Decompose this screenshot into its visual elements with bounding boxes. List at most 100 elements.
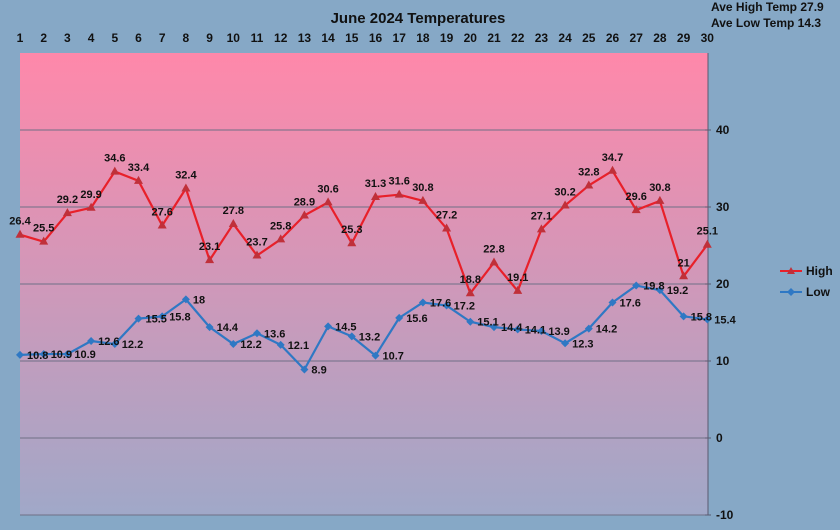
legend-low-marker: [787, 288, 795, 296]
data-label-high: 25.1: [697, 226, 718, 238]
x-tick-label: 25: [582, 31, 596, 45]
point-low: [537, 326, 546, 335]
point-high: [205, 255, 215, 264]
point-high: [394, 189, 404, 198]
data-label-low: 19.2: [667, 285, 688, 297]
legend: High Low: [780, 264, 833, 299]
data-label-low: 10.8: [27, 350, 48, 362]
point-low: [134, 314, 143, 323]
data-label-low: 14.4: [501, 322, 523, 334]
point-low: [608, 298, 617, 307]
y-tick-label: 20: [716, 277, 730, 291]
x-tick-label: 2: [40, 31, 47, 45]
data-label-low: 18: [193, 294, 205, 306]
point-low: [466, 317, 475, 326]
data-label-low: 12.6: [98, 336, 119, 348]
x-tick-label: 22: [511, 31, 525, 45]
data-label-high: 30.6: [317, 183, 338, 195]
x-tick-label: 14: [321, 31, 335, 45]
data-label-high: 22.8: [483, 243, 504, 255]
data-label-low: 19.8: [643, 281, 664, 293]
data-label-low: 12.3: [572, 338, 593, 350]
point-low: [703, 315, 712, 324]
data-label-high: 21: [677, 257, 689, 269]
point-high: [631, 205, 641, 214]
data-label-low: 15.8: [691, 311, 712, 323]
data-label-high: 18.8: [460, 274, 481, 286]
data-label-high: 27.6: [151, 206, 172, 218]
x-tick-label: 6: [135, 31, 142, 45]
data-label-high: 28.9: [294, 196, 315, 208]
data-label-low: 10.9: [74, 349, 95, 361]
x-tick-label: 23: [535, 31, 549, 45]
x-tick-label: 1: [17, 31, 24, 45]
point-high: [134, 175, 143, 184]
point-low: [679, 312, 688, 321]
data-label-low: 15.5: [146, 314, 167, 326]
data-label-high: 27.8: [223, 205, 244, 217]
point-low: [347, 332, 356, 341]
x-tick-label: 26: [606, 31, 620, 45]
data-label-low: 12.2: [122, 339, 143, 351]
x-tick-label: 21: [487, 31, 501, 45]
legend-item-high: High: [780, 264, 833, 278]
x-tick-label: 30: [701, 31, 715, 45]
data-label-low: 17.6: [430, 297, 451, 309]
point-high: [276, 234, 286, 243]
x-tick-label: 20: [464, 31, 478, 45]
data-label-high: 19.1: [507, 272, 528, 284]
data-label-low: 14.2: [596, 324, 617, 336]
point-high: [86, 202, 96, 211]
data-label-high: 32.8: [578, 166, 599, 178]
data-label-high: 32.4: [175, 170, 197, 182]
x-tick-label: 9: [206, 31, 213, 45]
data-label-low: 14.4: [217, 322, 239, 334]
ave-high-annotation: Ave High Temp 27.9: [711, 0, 824, 14]
point-low: [16, 350, 24, 359]
point-low: [632, 281, 641, 290]
x-tick-label: 19: [440, 31, 454, 45]
data-label-high: 34.7: [602, 152, 623, 164]
y-tick-label: 30: [716, 200, 730, 214]
data-label-low: 8.9: [311, 364, 326, 376]
gridlines: [20, 53, 711, 516]
data-label-low: 13.9: [548, 326, 569, 338]
data-label-low: 15.8: [169, 311, 190, 323]
x-tick-label: 28: [653, 31, 667, 45]
x-tick-label: 24: [558, 31, 572, 45]
data-label-low: 17.2: [454, 301, 475, 313]
point-high: [252, 250, 262, 259]
point-high: [679, 271, 689, 280]
data-label-low: 15.6: [406, 313, 427, 325]
data-label-low: 17.6: [620, 297, 641, 309]
point-low: [490, 323, 498, 332]
legend-item-low: Low: [780, 285, 831, 299]
point-low: [276, 340, 285, 349]
y-tick-label: 0: [716, 431, 723, 445]
point-high: [536, 224, 546, 233]
x-tick-label: 17: [393, 31, 407, 45]
x-tick-label: 4: [88, 31, 95, 45]
point-low: [418, 298, 427, 307]
y-tick-label: 10: [716, 354, 730, 368]
x-tick-label: 29: [677, 31, 691, 45]
x-tick-label: 27: [630, 31, 644, 45]
x-tick-labels: 1 2 3 4 5 6 7 8 9 10 11 12 13 14 15 16 17 18 19 20 21 22 23 24 2…: [17, 31, 715, 45]
data-label-low: 13.2: [359, 331, 380, 343]
point-high: [442, 223, 452, 232]
data-labels: 26.425.5 29.2 29.9 34.633.4 27.6 32.4 23.1 27.8…: [9, 152, 736, 377]
point-high: [110, 166, 120, 175]
chart-title: June 2024 Temperatures: [331, 10, 506, 27]
y-tick-label: -10: [716, 508, 734, 522]
point-high: [608, 165, 617, 174]
point-low: [39, 350, 48, 359]
point-high: [39, 236, 49, 245]
point-high: [465, 288, 475, 297]
point-low: [513, 325, 522, 334]
data-label-high: 25.3: [341, 224, 362, 236]
point-high: [62, 208, 72, 217]
x-tick-label: 10: [227, 31, 241, 45]
data-label-high: 25.5: [33, 223, 54, 235]
point-low: [395, 313, 404, 322]
